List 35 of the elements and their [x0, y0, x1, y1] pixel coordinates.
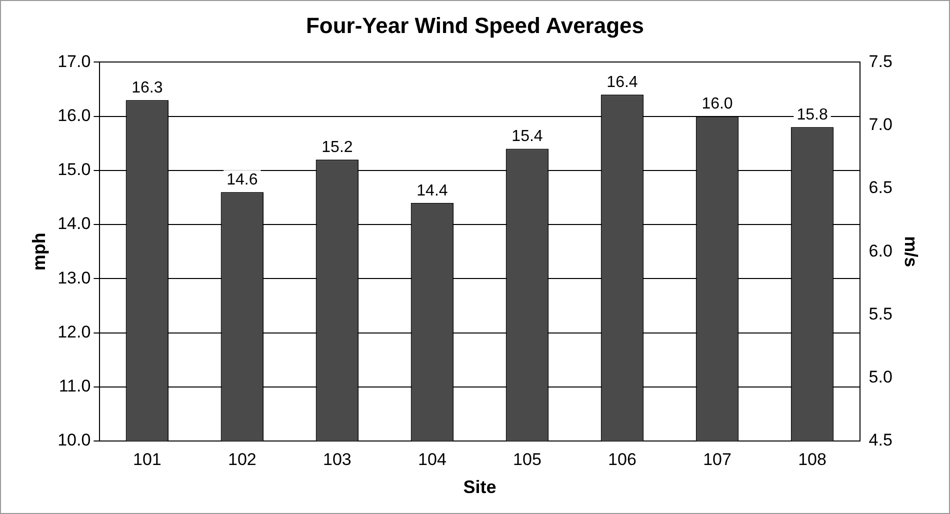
y2-tick-label: 6.0	[868, 241, 892, 260]
x-tick-label: 101	[133, 450, 162, 469]
y-tick-label: 11.0	[58, 376, 91, 396]
y-tick-label: 13.0	[58, 268, 91, 288]
y2-tick-label: 4.5	[868, 430, 892, 450]
y-tick-label: 12.0	[58, 322, 91, 342]
x-tick-label: 104	[418, 450, 446, 469]
y-tick-label: 16.0	[58, 106, 91, 125]
y-tick-label: 15.0	[58, 160, 91, 180]
data-label: 14.6	[226, 171, 258, 188]
x-axis-title: Site	[463, 477, 496, 498]
data-label: 14.4	[416, 182, 448, 200]
y-tick-label: 14.0	[58, 214, 91, 234]
x-tick-label: 105	[513, 450, 542, 469]
y2-tick-label: 5.0	[868, 368, 892, 387]
chart-title: Four-Year Wind Speed Averages	[304, 13, 646, 39]
x-tick-label: 102	[228, 450, 256, 469]
y2-tick-label: 7.0	[868, 115, 892, 134]
x-tick-label: 107	[703, 450, 732, 469]
y-tick-label: 10.0	[58, 430, 91, 450]
data-label: 15.4	[512, 128, 543, 146]
x-tick-label: 108	[798, 450, 826, 469]
data-label: 16.3	[132, 79, 163, 96]
data-label: 16.0	[702, 96, 733, 113]
y2-tick-label: 6.5	[868, 178, 892, 198]
x-tick-label: 106	[608, 450, 636, 469]
data-label: 15.8	[796, 106, 828, 124]
y2-tick-label: 5.5	[868, 304, 892, 324]
y-axis-title: mph	[28, 232, 49, 271]
x-tick-label: 103	[323, 450, 352, 469]
y2-tick-label: 7.5	[868, 52, 892, 71]
y-tick-label: 17.0	[58, 52, 91, 71]
data-label: 15.2	[322, 139, 353, 156]
data-label: 16.4	[606, 74, 638, 92]
y2-axis-title: m/s	[901, 236, 922, 268]
